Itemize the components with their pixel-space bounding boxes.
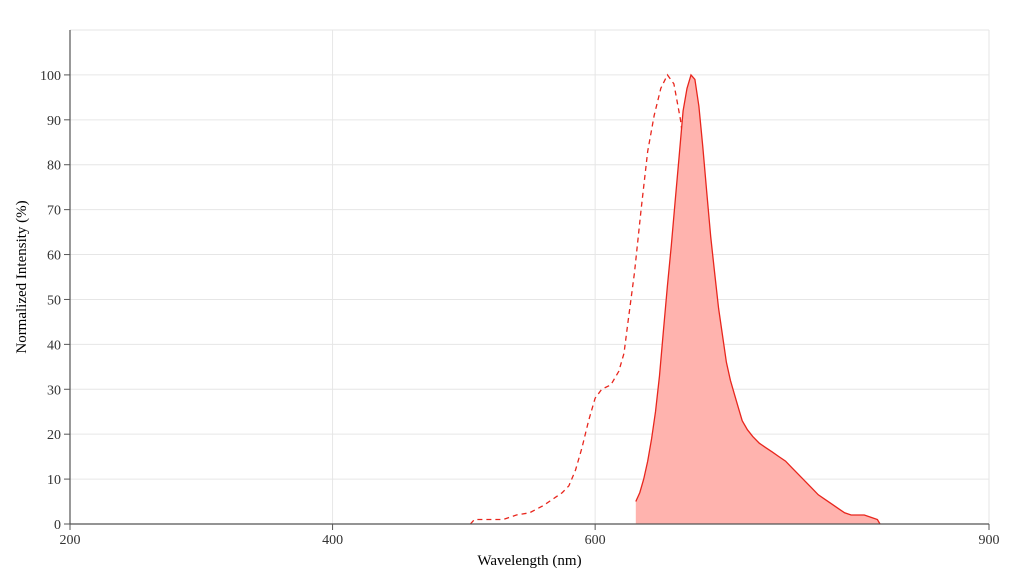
x-tick-label: 600 [585,533,606,548]
emission-area-fill [635,74,880,525]
y-tick-label: 10 [47,473,61,488]
y-tick-label: 40 [47,338,61,353]
grid-layer [70,29,990,524]
y-tick-label: 70 [47,204,61,219]
y-tick-label: 60 [47,249,61,264]
y-tick-label: 20 [47,428,61,443]
y-tick-label: 90 [47,114,61,129]
x-axis-title: Wavelength (nm) [477,553,581,569]
x-tick-label: 200 [60,533,81,548]
y-tick-label: 50 [47,293,61,308]
y-axis-title: Normalized Intensity (%) [14,200,30,353]
y-tick-label: 100 [40,69,61,84]
y-tick-label: 30 [47,383,61,398]
tick-layer: 0 10 20 30 40 50 60 70 80 90 100 200 400 600 900 [40,69,1000,548]
x-tick-label: 900 [979,533,1000,548]
series-layer [469,73,881,525]
x-tick-label: 400 [322,533,343,548]
axis-layer [69,30,989,525]
emission-line [635,73,881,525]
y-tick-label: 0 [54,518,61,533]
y-tick-label: 80 [47,159,61,174]
